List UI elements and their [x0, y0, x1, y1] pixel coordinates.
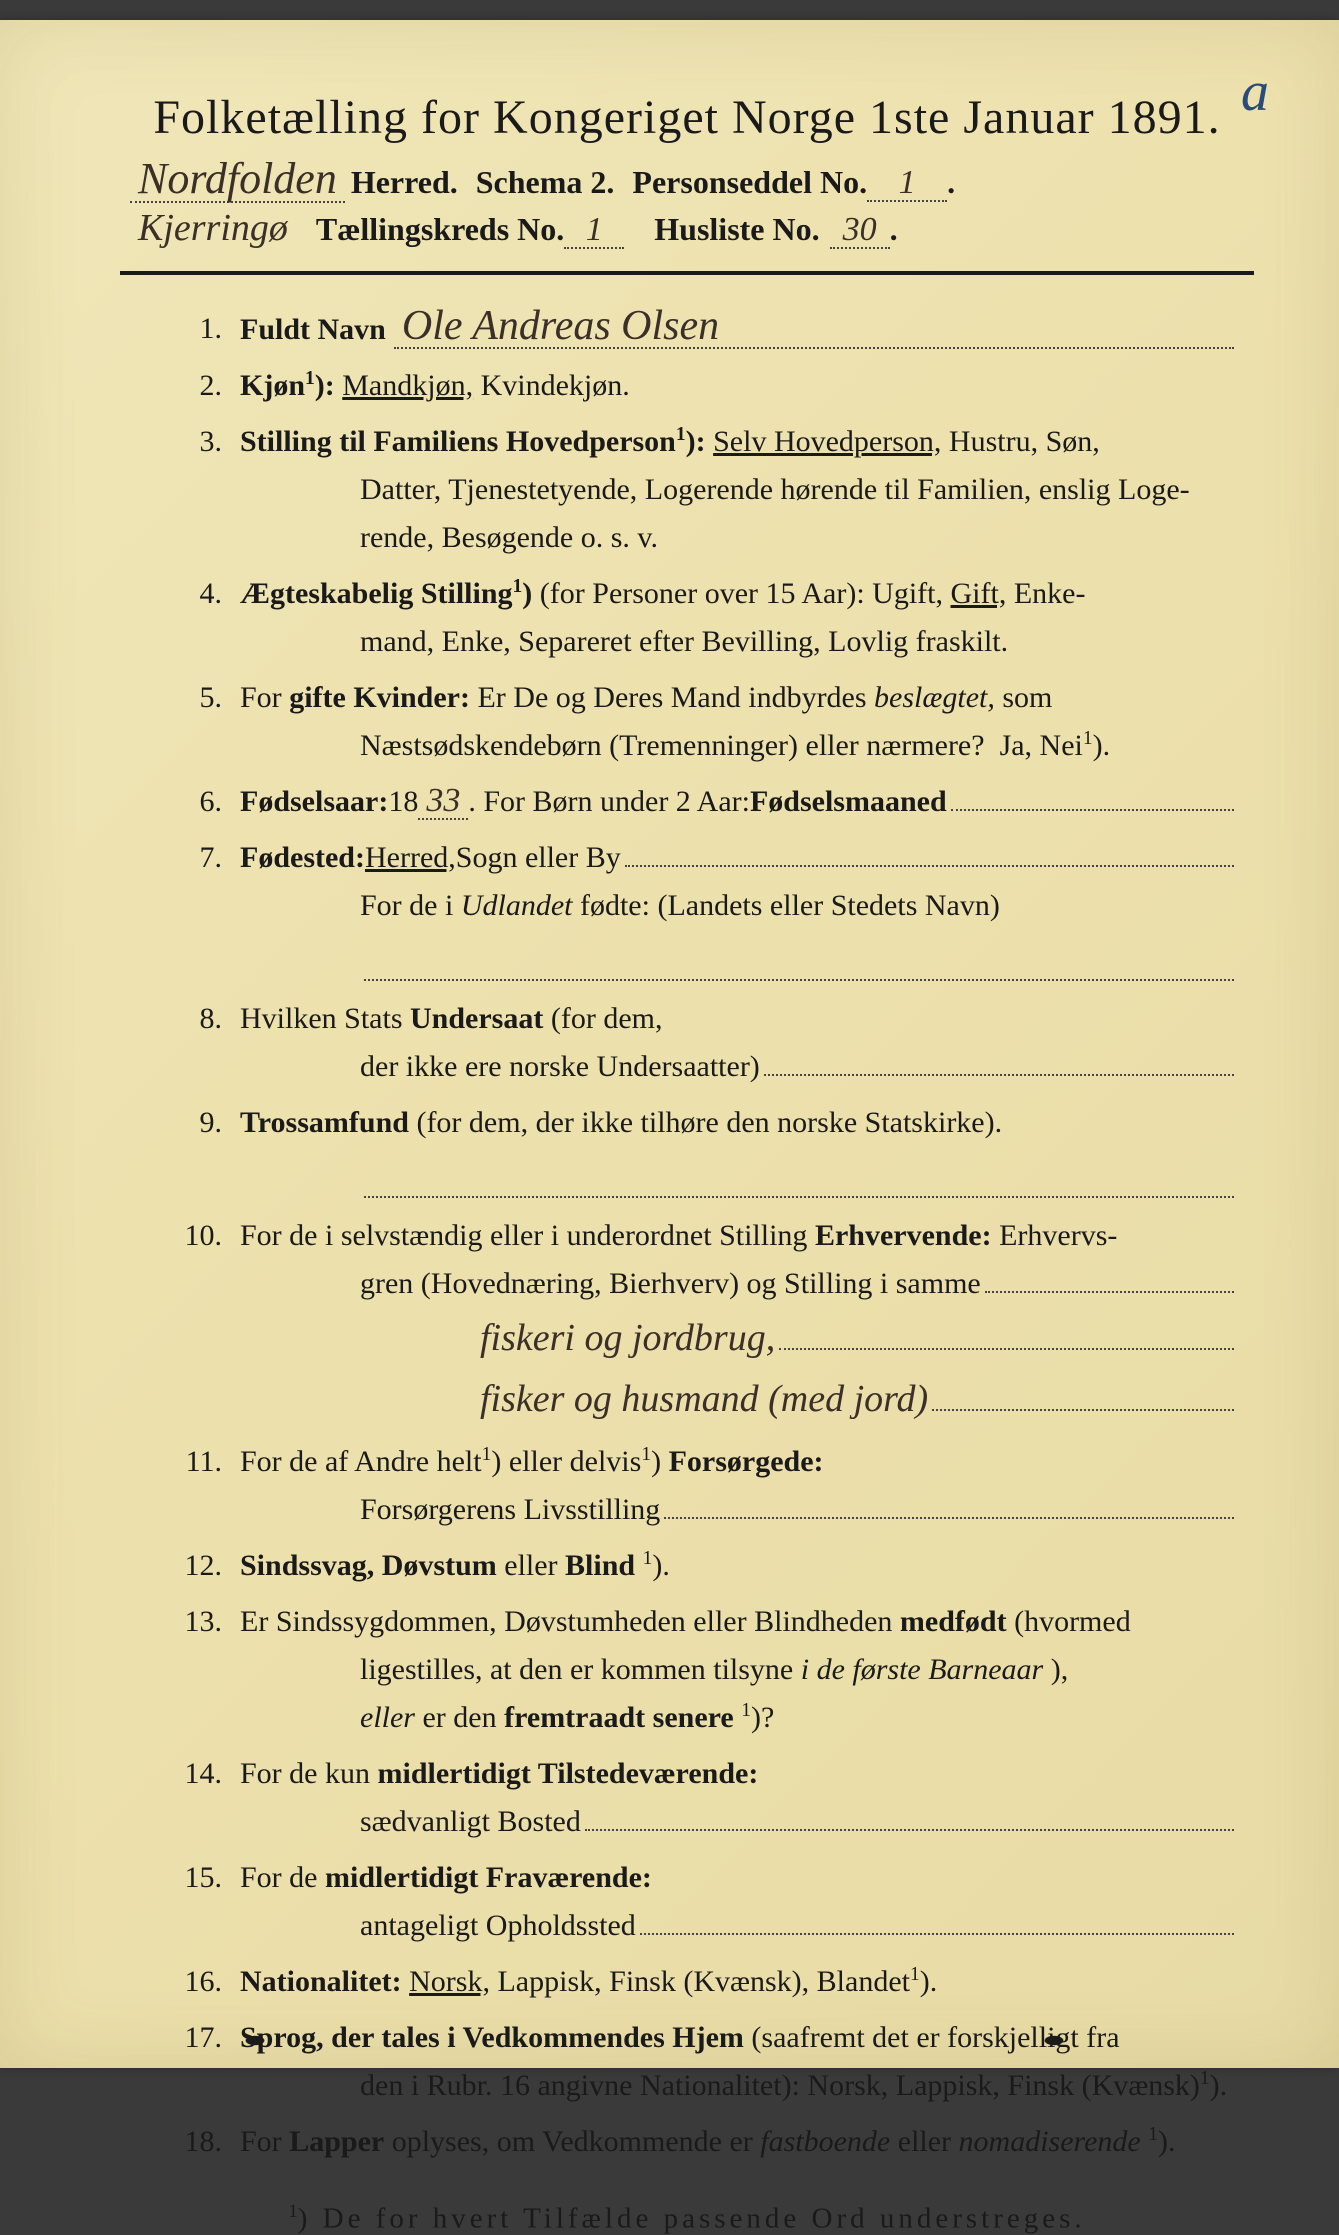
- item-18: 18. For Lapper oplyses, om Vedkommende e…: [170, 2118, 1234, 2166]
- paper-tear-left: [230, 2028, 280, 2053]
- item-1: 1. Fuldt Navn Ole Andreas Olsen: [170, 305, 1234, 354]
- item-7: 7. Fødested: Herred, Sogn eller By For d…: [170, 834, 1234, 987]
- q12-sup: 1).: [643, 1549, 670, 1582]
- subdistrict-handwritten: Kjerringø: [130, 209, 296, 247]
- item-6: 6. Fødselsaar: 18 33 . For Børn under 2 …: [170, 778, 1234, 826]
- item-10: 10. For de i selvstændig eller i underor…: [170, 1212, 1234, 1430]
- q1-name-handwritten: Ole Andreas Olsen: [394, 305, 1234, 349]
- page-title: Folketælling for Kongeriget Norge 1ste J…: [120, 90, 1254, 145]
- husliste-no: 30: [830, 213, 890, 249]
- kreds-label: Tællingskreds No.: [316, 211, 564, 248]
- q3-label: Stilling til Familiens Hovedperson1):: [240, 425, 713, 458]
- q5-cont: Næstsødskendebørn (Tremenninger) eller n…: [240, 722, 1234, 770]
- footnote: 1) De for hvert Tilfælde passende Ord un…: [120, 2201, 1254, 2235]
- q2-mandkjon: Mandkjøn,: [342, 369, 473, 402]
- item-4: 4. Ægteskabelig Stilling1) (for Personer…: [170, 570, 1234, 666]
- q16-rest: Lappisk, Finsk (Kvænsk), Blandet1).: [497, 1965, 937, 1998]
- q2-kvindekjon: Kvindekjøn.: [481, 369, 630, 402]
- header-divider: [120, 271, 1254, 275]
- personseddel-no: 1: [867, 166, 947, 202]
- census-form-page: a Folketælling for Kongeriget Norge 1ste…: [0, 20, 1339, 2068]
- herred-handwritten: Nordfolden: [130, 157, 345, 203]
- header-line-1: Nordfolden Herred. Schema 2. Personsedde…: [120, 157, 1254, 203]
- paper-tear-right: [1029, 2028, 1079, 2053]
- q2-label: Kjøn1):: [240, 369, 342, 402]
- q17-cont: den i Rubr. 16 angivne Nationalitet): No…: [240, 2062, 1234, 2110]
- q10-hw-2: fisker og husmand (med jord): [480, 1369, 928, 1430]
- item-11: 11. For de af Andre helt1) eller delvis1…: [170, 1438, 1234, 1534]
- herred-label: Herred.: [351, 164, 458, 201]
- item-2: 2. Kjøn1): Mandkjøn, Kvindekjøn.: [170, 362, 1234, 410]
- item-3: 3. Stilling til Familiens Hovedperson1):…: [170, 418, 1234, 562]
- item-5: 5. For gifte Kvinder: Er De og Deres Man…: [170, 674, 1234, 770]
- item-14: 14. For de kun midlertidigt Tilstedevære…: [170, 1750, 1234, 1846]
- item-8: 8. Hvilken Stats Undersaat (for dem, der…: [170, 995, 1234, 1091]
- q7-cont: For de i Udlandet fødte: (Landets eller …: [240, 882, 1234, 930]
- q11-text: For de af Andre helt1) eller delvis1): [240, 1445, 669, 1478]
- q13-sup: 1)?: [741, 1701, 774, 1734]
- q6-year-hw: 33: [418, 784, 468, 820]
- q4-gift: Gift,: [951, 577, 1007, 610]
- q3-cont: Datter, Tjenestetyende, Logerende hørend…: [240, 466, 1234, 562]
- item-9: 9. Trossamfund (for dem, der ikke tilhør…: [170, 1099, 1234, 1204]
- form-items: 1. Fuldt Navn Ole Andreas Olsen 2. Kjøn1…: [120, 305, 1254, 2166]
- schema-label: Schema 2.: [476, 164, 615, 201]
- q10-hw-1: fiskeri og jordbrug,: [480, 1308, 775, 1369]
- personseddel-label: Personseddel No.: [632, 164, 867, 201]
- header-line-2: Kjerringø Tællingskreds No. 1 Husliste N…: [120, 209, 1254, 249]
- item-13: 13. Er Sindssygdommen, Døvstumheden elle…: [170, 1598, 1234, 1742]
- corner-annotation: a: [1241, 60, 1269, 124]
- q18-sup: 1).: [1148, 2125, 1175, 2158]
- item-12: 12. Sindssvag, Døvstum eller Blind 1).: [170, 1542, 1234, 1590]
- q3-selv: Selv Hovedperson,: [713, 425, 941, 458]
- q4-label: Ægteskabelig Stilling1): [240, 577, 532, 610]
- q4-cont: mand, Enke, Separeret efter Bevilling, L…: [240, 618, 1234, 666]
- q1-label: Fuldt Navn: [240, 306, 386, 354]
- husliste-label: Husliste No.: [654, 211, 819, 248]
- item-15: 15. For de midlertidigt Fraværende: anta…: [170, 1854, 1234, 1950]
- kreds-no: 1: [564, 213, 624, 249]
- item-16: 16. Nationalitet: Norsk, Lappisk, Finsk …: [170, 1958, 1234, 2006]
